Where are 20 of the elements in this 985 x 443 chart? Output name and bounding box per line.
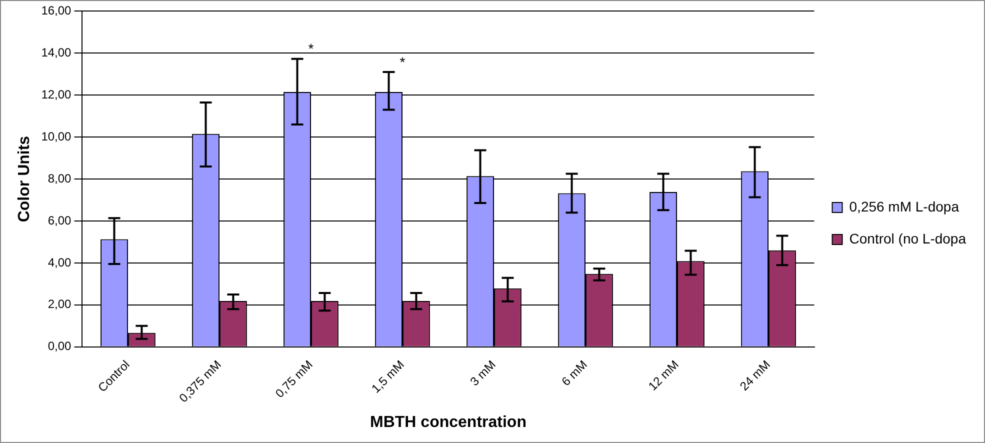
x-tick-label: 24 mM [737,358,773,394]
y-tick-label: 12,00 [41,87,72,102]
x-tick-label: 6 mM [558,358,590,389]
annotation: * [400,54,406,70]
y-tick-label: 14,00 [41,45,72,60]
x-axis-title: MBTH concentration [370,414,526,431]
legend-label: Control (no L-dopa [849,230,966,246]
y-tick-label: 6,00 [48,213,72,228]
annotation: * [308,40,314,57]
x-tick-label: 12 mM [646,358,682,394]
y-axis-title: Color Units [16,136,34,222]
y-tick-label: 10,00 [41,129,72,144]
y-tick-label: 8,00 [48,171,72,186]
y-tick-label: 0,00 [48,339,72,354]
x-tick-label: 3 mM [467,358,498,389]
legend-label: 0,256 mM L-dopa [849,198,960,214]
x-tick-label: 1,5 mM [368,358,407,396]
y-tick-label: 2,00 [48,297,72,312]
y-tick-label: 16,00 [41,4,72,18]
y-tick-label: 4,00 [48,255,72,270]
